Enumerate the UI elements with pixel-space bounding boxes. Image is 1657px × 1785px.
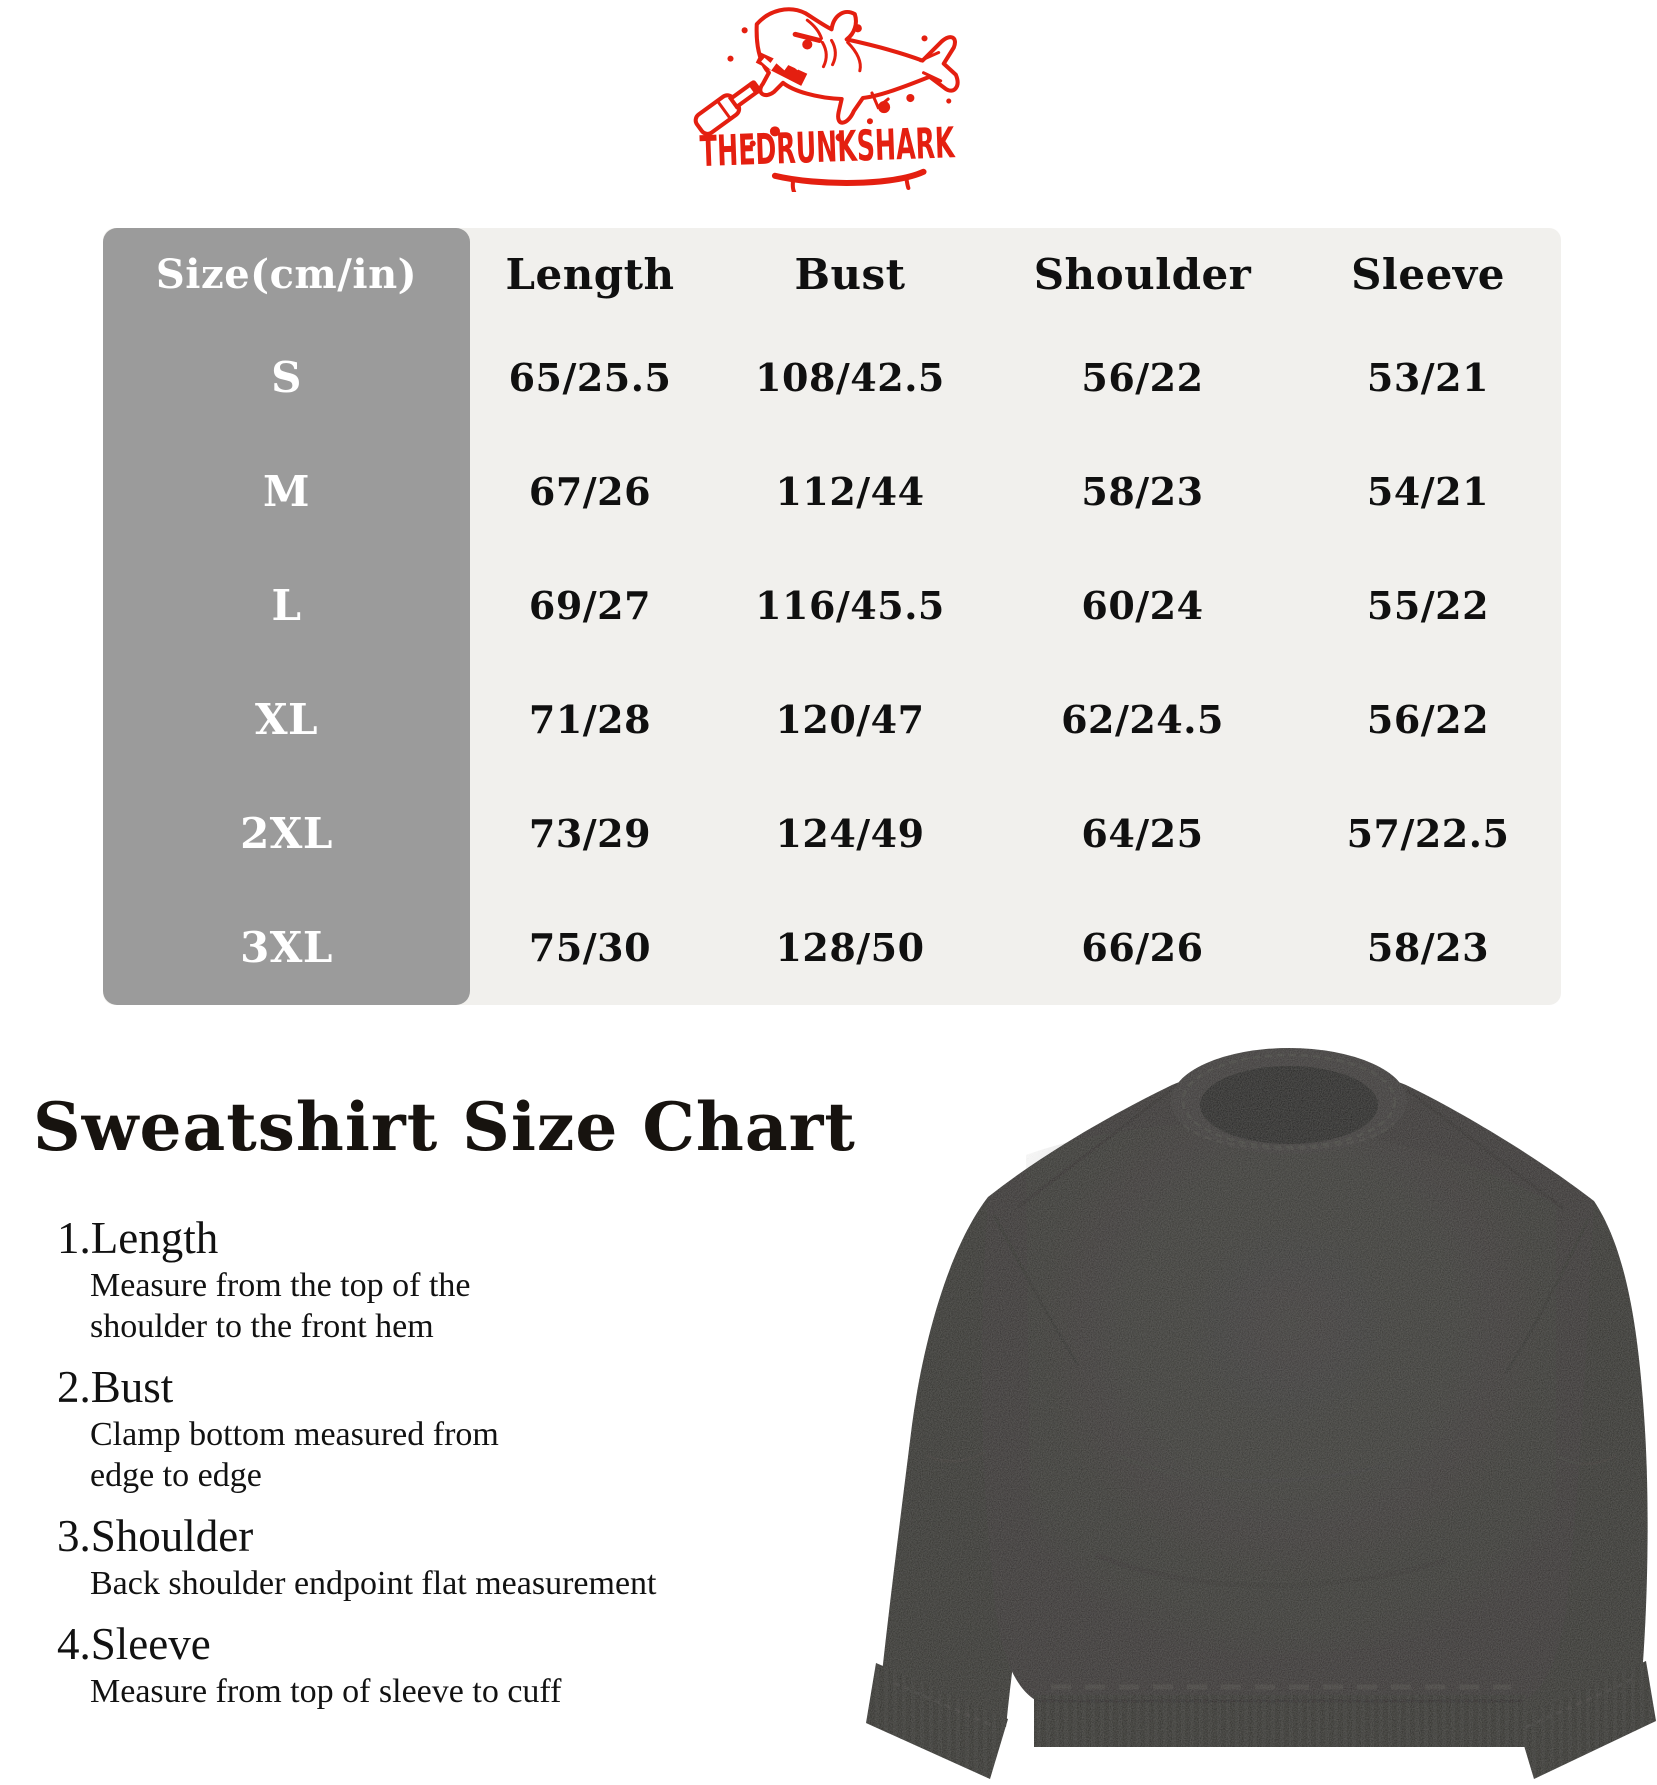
column-header: Sleeve xyxy=(1351,249,1505,299)
measurement-cell: 67/26 xyxy=(528,468,652,514)
measurement-cell: 120/47 xyxy=(775,697,925,743)
right-cuff xyxy=(1516,1661,1656,1779)
collar-bottom-stitch xyxy=(1183,1122,1395,1150)
measurement-cell: 56/22 xyxy=(1081,354,1204,400)
size-column-background xyxy=(103,228,470,1005)
measurement-cell: 108/42.5 xyxy=(755,354,945,400)
shark-eye xyxy=(802,39,813,50)
size-label: M xyxy=(263,466,310,516)
measurement-cell: 58/23 xyxy=(1366,925,1490,971)
guide-item-text: edge to edge xyxy=(90,1457,262,1494)
guide-item-text: Clamp bottom measured from xyxy=(90,1416,499,1453)
size-label: XL xyxy=(254,695,319,745)
measurement-cell: 128/50 xyxy=(775,925,925,971)
brand-text: THEDRUNKSHARK xyxy=(699,119,956,177)
bottle-icon xyxy=(693,80,762,136)
guide-item-heading: 2.Bust xyxy=(57,1362,174,1412)
sweatshirt-photo xyxy=(866,1048,1656,1779)
left-cuff xyxy=(866,1663,1008,1779)
measurement-cell: 58/23 xyxy=(1081,468,1204,514)
measurement-cell: 53/21 xyxy=(1366,354,1490,400)
column-header-size: Size(cm/in) xyxy=(155,250,418,298)
measurement-cell: 57/22.5 xyxy=(1346,811,1510,857)
measurement-cell: 60/24 xyxy=(1081,582,1204,628)
measurement-cell: 65/25.5 xyxy=(508,354,672,400)
guide-item-heading: 4.Sleeve xyxy=(57,1619,211,1669)
size-table: Size(cm/in) Length Bust Shoulder Sleeve S 65/2… xyxy=(103,228,1561,1005)
measurement-cell: 73/29 xyxy=(528,811,652,857)
measurement-cell: 56/22 xyxy=(1366,697,1490,743)
measure-guide: 1.Length Measure from the top of the shoul… xyxy=(57,1198,817,1712)
measurement-cell: 54/21 xyxy=(1366,468,1490,514)
measurement-cell: 124/49 xyxy=(775,811,925,857)
measurement-cell: 55/22 xyxy=(1366,582,1490,628)
column-header: Length xyxy=(505,249,675,299)
column-header: Shoulder xyxy=(1033,249,1252,299)
collar-stitch xyxy=(1181,1053,1397,1149)
size-label: S xyxy=(271,352,302,402)
page-title: Sweatshirt Size Chart xyxy=(33,1088,856,1166)
size-label: 3XL xyxy=(240,923,333,973)
shark-details xyxy=(805,18,943,110)
chest-highlight xyxy=(1026,1123,1556,1655)
measurement-cell: 66/26 xyxy=(1081,925,1204,971)
guide-item-text: shoulder to the front hem xyxy=(90,1308,434,1345)
measurement-cell: 62/24.5 xyxy=(1061,697,1224,743)
drunk-shark-logo: THEDRUNKSHARK xyxy=(693,7,960,192)
measurement-cell: 116/45.5 xyxy=(755,582,945,628)
garment-seams xyxy=(992,1088,1590,1374)
brand-underline-swash xyxy=(771,168,927,186)
shark-teeth xyxy=(761,55,805,71)
measurement-cell: 71/28 xyxy=(528,697,652,743)
guide-item-heading: 1.Length xyxy=(57,1213,219,1263)
column-header: Bust xyxy=(794,249,906,299)
measurement-cell: 69/27 xyxy=(528,582,652,628)
guide-item-text: Measure from top of sleeve to cuff xyxy=(90,1673,562,1710)
shark-mouth xyxy=(755,52,808,86)
fabric-wrinkles xyxy=(893,1449,1635,1729)
size-label: 2XL xyxy=(240,809,333,859)
guide-item-heading: 3.Shoulder xyxy=(57,1511,254,1561)
measurement-cell: 64/25 xyxy=(1081,811,1204,857)
hem-band xyxy=(1034,1695,1526,1747)
measurement-cell: 112/44 xyxy=(775,468,925,514)
paint-drips xyxy=(790,175,911,192)
guide-item-text: Back shoulder endpoint flat measurement xyxy=(90,1565,657,1602)
collar-opening xyxy=(1200,1066,1378,1144)
size-label: L xyxy=(271,580,302,630)
size-table-grid: Size(cm/in) Length Bust Shoulder Sleeve S 65/2… xyxy=(103,228,1561,1005)
shark-brow xyxy=(792,31,822,43)
guide-item-text: Measure from the top of the xyxy=(90,1267,471,1304)
measurement-cell: 75/30 xyxy=(528,925,652,971)
